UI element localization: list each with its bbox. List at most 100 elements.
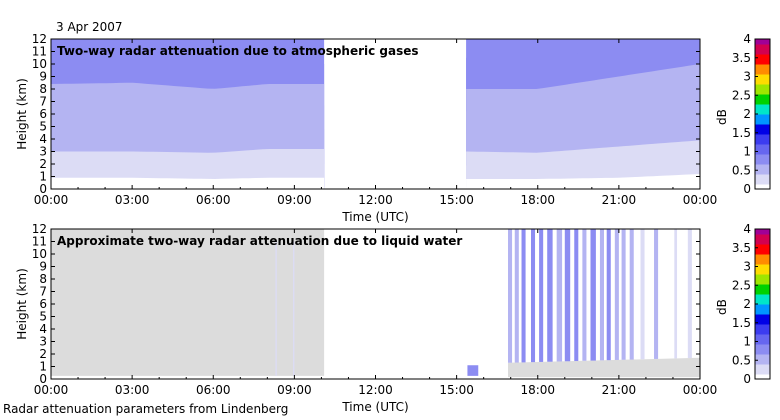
- colorbar-segment: [755, 156, 770, 160]
- colorbar-segment: [755, 301, 770, 305]
- colorbar-segment: [755, 171, 770, 175]
- x-tick-label: 12:00: [358, 383, 393, 397]
- colorbar-segment: [755, 264, 770, 267]
- colorbar-segment: [755, 259, 770, 262]
- colorbar-segment: [755, 241, 770, 245]
- colorbar-segment: [755, 284, 770, 287]
- y-tick-label: 2: [39, 157, 47, 171]
- colorbar-segment: [755, 306, 770, 310]
- colorbar-segment: [755, 311, 770, 315]
- colorbar-segment: [755, 234, 770, 237]
- rain-column: [674, 229, 678, 359]
- colorbar-segment: [755, 141, 770, 145]
- colorbar-segment: [755, 244, 770, 247]
- colorbar-segment: [755, 44, 770, 47]
- rain-column: [614, 229, 619, 360]
- colorbar-segment: [755, 269, 770, 272]
- x-tick-label: 18:00: [520, 383, 555, 397]
- colorbar-tick-label: 4: [743, 222, 751, 236]
- colorbar-segment: [755, 186, 770, 190]
- contour-band-0.2dB: [466, 174, 700, 189]
- rain-column: [564, 229, 571, 362]
- colorbar-segment: [755, 81, 770, 85]
- colorbar-segment: [755, 149, 770, 152]
- rain-column: [590, 229, 596, 361]
- colorbar-segment: [755, 96, 770, 100]
- y-tick-label: 5: [39, 120, 47, 134]
- colorbar-segment: [755, 246, 770, 250]
- colorbar-segment: [755, 151, 770, 155]
- y-tick-label: 3: [39, 145, 47, 159]
- colorbar-segment: [755, 324, 770, 327]
- y-tick-label: 8: [39, 82, 47, 96]
- rain-column: [582, 229, 587, 361]
- colorbar-tick-label: 0.5: [732, 163, 751, 177]
- x-tick-label: 03:00: [115, 383, 150, 397]
- colorbar-segment: [755, 261, 770, 265]
- x-tick-label: 06:00: [196, 383, 231, 397]
- colorbar-tick-label: 2: [743, 297, 751, 311]
- colorbar-tick-label: 1: [743, 335, 751, 349]
- colorbar-segment: [755, 299, 770, 302]
- colorbar-segment: [755, 56, 770, 60]
- x-tick-label: 12:00: [358, 193, 393, 207]
- colorbar-tick-label: 4: [743, 32, 751, 46]
- colorbar-segment: [755, 179, 770, 182]
- colorbar-segment: [755, 291, 770, 295]
- colorbar-tick-label: 0: [743, 182, 751, 196]
- colorbar-tick-label: 1.5: [732, 316, 751, 330]
- colorbar-segment: [755, 316, 770, 320]
- x-tick-label: 21:00: [602, 383, 637, 397]
- colorbar-segment: [755, 59, 770, 62]
- colorbar-segment: [755, 104, 770, 107]
- rain-column: [687, 229, 692, 359]
- y-axis-label: Height (km): [15, 268, 29, 339]
- colorbar-segment: [755, 354, 770, 357]
- colorbar-segment: [755, 374, 770, 377]
- y-tick-label: 7: [39, 95, 47, 109]
- colorbar-segment: [755, 349, 770, 352]
- colorbar-segment: [755, 114, 770, 117]
- colorbar-segment: [755, 154, 770, 157]
- rain-column: [530, 229, 536, 363]
- y-tick-label: 4: [39, 132, 47, 146]
- colorbar-segment: [755, 346, 770, 350]
- y-tick-label: 7: [39, 285, 47, 299]
- colorbar-segment: [755, 294, 770, 297]
- colorbar-label: dB: [715, 299, 729, 315]
- plot-area: [51, 39, 700, 189]
- colorbar-segment: [755, 176, 770, 180]
- panel-title: Two-way radar attenuation due to atmosph…: [57, 44, 419, 58]
- colorbar-segment: [755, 159, 770, 162]
- colorbar-segment: [755, 166, 770, 170]
- colorbar-segment: [755, 296, 770, 300]
- rain-column: [606, 229, 611, 361]
- colorbar-segment: [755, 69, 770, 72]
- colorbar-tick-label: 0.5: [732, 353, 751, 367]
- y-tick-label: 8: [39, 272, 47, 286]
- x-tick-label: 03:00: [115, 193, 150, 207]
- colorbar-tick-label: 3: [743, 70, 751, 84]
- y-tick-label: 0: [39, 182, 47, 196]
- colorbar-segment: [755, 184, 770, 187]
- colorbar-segment: [755, 101, 770, 105]
- x-tick-label: 00:00: [683, 383, 718, 397]
- colorbar-segment: [755, 251, 770, 255]
- colorbar-tick-label: 1: [743, 145, 751, 159]
- colorbar-segment: [755, 41, 770, 45]
- colorbar-tick-label: 0: [743, 372, 751, 386]
- colorbar-segment: [755, 281, 770, 285]
- y-tick-label: 6: [39, 297, 47, 311]
- colorbar-segment: [755, 129, 770, 132]
- date-label: 3 Apr 2007: [56, 20, 123, 34]
- colorbar-segment: [755, 319, 770, 322]
- colorbar-segment: [755, 376, 770, 380]
- x-tick-label: 00:00: [34, 383, 69, 397]
- rain-column: [629, 229, 634, 360]
- contour-band-0.2dB: [51, 177, 325, 189]
- colorbar-segment: [755, 124, 770, 127]
- y-tick-label: 9: [39, 260, 47, 274]
- rain-column: [539, 229, 544, 362]
- y-tick-label: 9: [39, 70, 47, 84]
